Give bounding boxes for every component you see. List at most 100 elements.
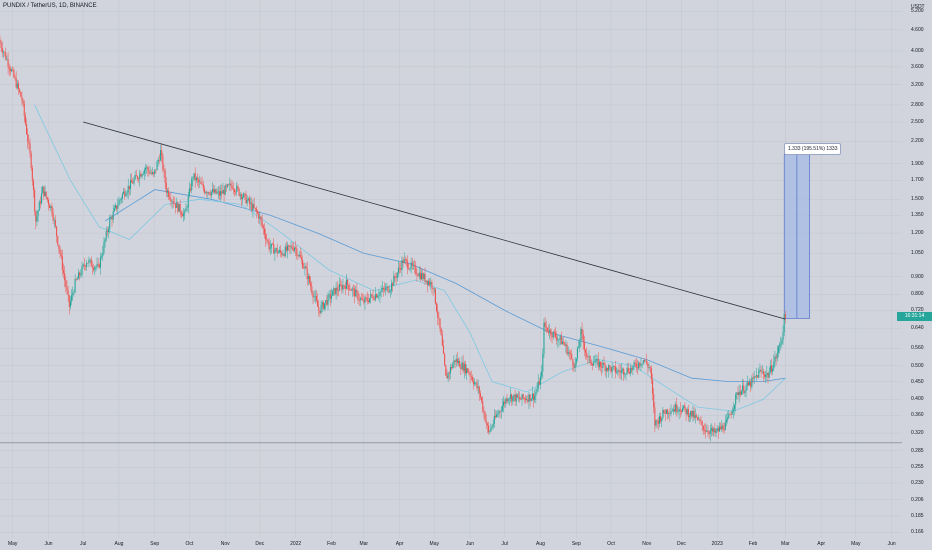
candle-body — [17, 83, 20, 90]
candle-body — [567, 352, 569, 355]
candle-body — [186, 207, 188, 209]
candle-body — [424, 273, 426, 282]
candle-body — [773, 361, 775, 369]
price-tick: 0.640 — [911, 325, 924, 332]
candle-body — [74, 279, 76, 293]
candle-body — [57, 235, 59, 245]
candle-body — [278, 250, 281, 253]
candle-body — [676, 404, 678, 412]
candle-body — [493, 415, 495, 424]
price-tick: 1.200 — [911, 230, 924, 237]
candle-body — [179, 204, 181, 213]
candle-body — [260, 216, 262, 221]
candle-body — [690, 410, 692, 416]
candle-body — [747, 382, 749, 386]
candle-body — [429, 281, 431, 285]
candle-body — [519, 397, 521, 400]
candle-body — [143, 169, 145, 174]
candle-body — [22, 100, 24, 104]
candle-body — [770, 365, 773, 372]
candle-body — [733, 404, 736, 409]
candle-body — [213, 189, 215, 193]
candle-body — [73, 292, 75, 294]
time-tick: Oct — [185, 541, 194, 547]
candle-body — [261, 220, 263, 226]
price-tick: 2.500 — [911, 119, 924, 126]
candle-body — [502, 401, 505, 406]
candle-body — [141, 174, 143, 177]
candle-body — [576, 348, 579, 359]
candle-body — [370, 294, 372, 299]
candle-body — [586, 352, 588, 357]
candle-body — [120, 198, 122, 200]
time-tick: Sep — [150, 541, 160, 547]
candle-body — [627, 367, 629, 373]
candle-body — [572, 358, 574, 365]
price-tick: 0.450 — [911, 378, 924, 385]
candle-body — [522, 394, 524, 399]
candle-body — [222, 189, 224, 194]
candle-body — [295, 247, 297, 249]
candle-body — [511, 394, 513, 402]
candle-body — [138, 178, 140, 180]
time-tick: Aug — [114, 541, 124, 547]
candle-body — [544, 322, 546, 327]
candle-body — [397, 267, 400, 273]
price-tick: 4.600 — [911, 26, 924, 33]
candle-body — [336, 287, 338, 291]
candle-body — [332, 290, 334, 296]
candle-body — [245, 193, 247, 204]
candle-body — [589, 356, 591, 363]
candle-body — [634, 362, 636, 364]
candle-body — [420, 273, 423, 280]
candle-body — [561, 341, 564, 345]
price-tick: 1.900 — [911, 160, 924, 167]
candle-body — [545, 326, 547, 328]
candle-body — [393, 276, 395, 286]
candle-body — [569, 353, 572, 355]
candle-body — [127, 185, 129, 193]
price-plot[interactable] — [0, 0, 902, 538]
candle-body — [299, 254, 301, 258]
candle-body — [90, 259, 92, 267]
candle-body — [512, 396, 514, 402]
candle-body — [551, 335, 553, 338]
candle-body — [255, 208, 257, 212]
candle-body — [80, 274, 82, 276]
candle-body — [440, 328, 442, 336]
candle-body — [506, 398, 508, 402]
candle-body — [155, 169, 157, 171]
candle-body — [560, 336, 562, 345]
symbol-title: PUNDIX / TetherUS, 1D, BINANCE — [3, 3, 97, 9]
candle-body — [765, 374, 767, 377]
candle-body — [472, 381, 475, 385]
candle-body — [665, 409, 667, 414]
candle-body — [448, 372, 450, 374]
candle-body — [710, 428, 712, 431]
candle-body — [422, 273, 424, 279]
candle-body — [42, 186, 44, 194]
candle-body — [71, 294, 73, 302]
candle-body — [757, 375, 759, 378]
candle-body — [343, 285, 345, 287]
time-tick: May — [7, 541, 18, 547]
candle-body — [194, 173, 196, 181]
candle-body — [317, 300, 319, 307]
candle-body — [113, 208, 115, 212]
time-axis[interactable] — [0, 538, 902, 550]
time-tick: Apr — [817, 541, 826, 547]
candle-body — [314, 296, 316, 297]
candle-body — [595, 359, 597, 363]
price-tick: 1.500 — [911, 196, 924, 203]
candle-body — [479, 393, 482, 398]
time-tick: Jun — [44, 541, 53, 547]
candle-body — [539, 376, 542, 385]
candle-body — [274, 250, 276, 254]
slow-moving-average — [104, 189, 786, 382]
candle-body — [32, 180, 35, 191]
candle-body — [744, 391, 746, 393]
candle-body — [366, 297, 368, 301]
candle-body — [43, 186, 45, 196]
candle-body — [31, 167, 33, 181]
